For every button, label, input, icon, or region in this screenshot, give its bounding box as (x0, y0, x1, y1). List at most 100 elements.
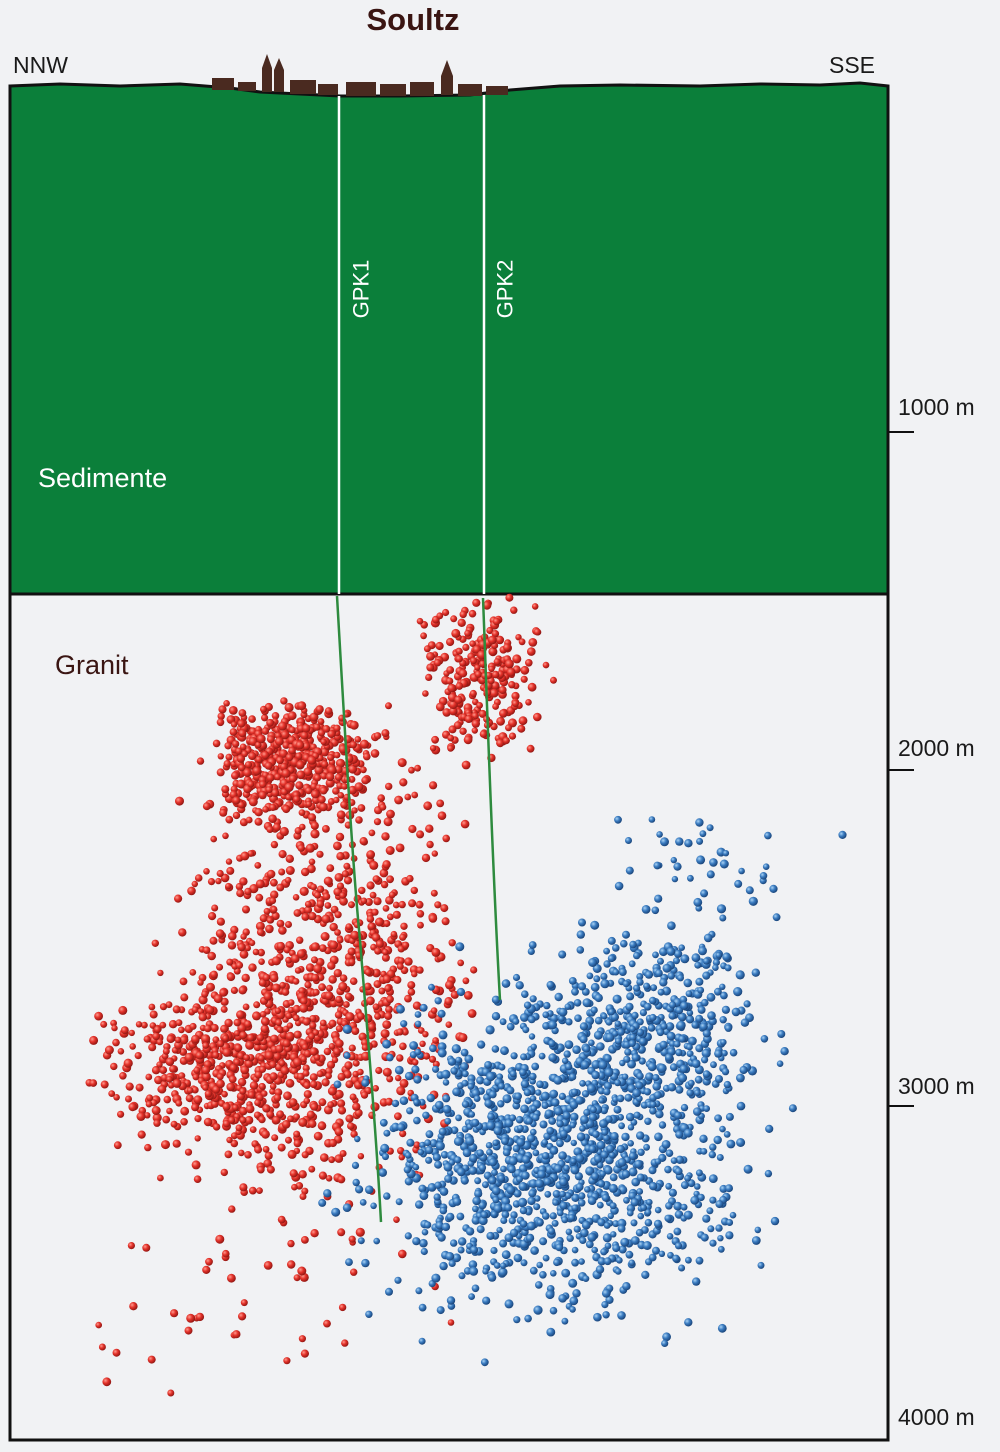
seismic-event (202, 1265, 211, 1274)
seismic-event (349, 1093, 357, 1101)
seismic-event (564, 1003, 572, 1010)
seismic-event (135, 1021, 143, 1028)
seismic-event (714, 1114, 722, 1123)
seismic-event (295, 740, 305, 750)
seismic-event (517, 1124, 524, 1132)
diagram-title: Soultz (366, 2, 460, 37)
seismic-event (215, 1234, 225, 1244)
seismic-event (215, 877, 222, 885)
seismic-event (492, 1196, 500, 1204)
seismic-event (525, 1117, 533, 1125)
seismic-event (311, 973, 320, 982)
seismic-event (568, 1278, 578, 1288)
seismic-event (723, 1131, 731, 1138)
seismic-event (697, 986, 705, 994)
seismic-event (386, 1053, 394, 1062)
seismic-event (207, 951, 216, 961)
seismic-event (542, 1254, 550, 1262)
seismic-event (528, 1189, 537, 1198)
seismic-event (765, 1124, 774, 1133)
seismic-event (435, 641, 444, 651)
seismic-event (292, 1004, 301, 1013)
seismic-event (451, 628, 461, 638)
seismic-event (640, 1204, 647, 1212)
seismic-event (612, 1220, 620, 1228)
seismic-event (235, 747, 243, 755)
seismic-event (591, 1070, 600, 1080)
seismic-event (100, 1080, 109, 1089)
seismic-event (541, 1139, 549, 1146)
seismic-event (334, 1154, 344, 1163)
seismic-event (422, 1031, 429, 1038)
seismic-event (760, 1035, 769, 1043)
seismic-event (245, 1040, 255, 1050)
seismic-event (706, 824, 714, 832)
seismic-event (499, 709, 508, 718)
seismic-event (327, 1101, 335, 1109)
seismic-event (354, 736, 362, 743)
seismic-event (319, 786, 328, 795)
seismic-event (393, 975, 402, 984)
seismic-event (335, 832, 345, 842)
seismic-event (352, 1102, 361, 1111)
seismic-event (244, 944, 251, 952)
seismic-event (518, 1197, 528, 1207)
seismic-event (95, 1321, 102, 1329)
seismic-event (269, 1083, 277, 1090)
seismic-event (117, 1048, 125, 1055)
seismic-event (576, 1132, 586, 1141)
seismic-event (227, 1273, 236, 1283)
seismic-event (501, 1210, 510, 1219)
seismic-event (527, 947, 535, 956)
seismic-event (236, 779, 246, 789)
seismic-event (680, 954, 690, 964)
seismic-event (438, 1127, 447, 1136)
seismic-event (273, 1094, 282, 1102)
seismic-event (491, 670, 500, 679)
seismic-event (585, 1240, 594, 1249)
seismic-event (404, 994, 412, 1003)
seismic-event (440, 1151, 449, 1159)
seismic-event (492, 617, 501, 626)
seismic-event (381, 832, 390, 841)
seismic-event (212, 739, 221, 748)
seismic-event (487, 1112, 495, 1121)
seismic-event (576, 946, 585, 954)
seismic-event (512, 1144, 521, 1153)
seismic-event (296, 770, 306, 780)
seismic-event (519, 1068, 527, 1077)
seismic-event (418, 1303, 427, 1312)
seismic-event (382, 948, 389, 956)
seismic-event (482, 1268, 489, 1275)
seismic-event (657, 1063, 667, 1073)
seismic-event (337, 792, 345, 799)
seismic-event (673, 1040, 681, 1048)
seismic-event (207, 878, 216, 886)
seismic-event (385, 896, 394, 905)
seismic-event (202, 1084, 209, 1091)
seismic-event (413, 1141, 421, 1149)
seismic-event (462, 1148, 472, 1158)
seismic-event (299, 1003, 309, 1013)
seismic-event (636, 1173, 645, 1182)
seismic-event (193, 1095, 203, 1104)
seismic-event (372, 1003, 380, 1011)
seismic-event (219, 988, 228, 997)
seismic-event (216, 1079, 225, 1089)
seismic-event (460, 1176, 469, 1185)
seismic-event (408, 824, 417, 834)
seismic-event (179, 1048, 188, 1056)
seismic-event (706, 992, 716, 1002)
seismic-event (673, 862, 682, 871)
seismic-event (702, 1070, 711, 1078)
seismic-event (541, 1101, 549, 1109)
seismic-event (153, 1025, 162, 1034)
seismic-event (699, 1134, 708, 1144)
seismic-event (385, 1287, 393, 1296)
seismic-event (450, 615, 458, 623)
seismic-event (287, 1149, 297, 1159)
seismic-event (233, 1030, 241, 1037)
seismic-event (488, 665, 495, 673)
seismic-event (231, 740, 240, 748)
seismic-event (687, 1079, 695, 1087)
